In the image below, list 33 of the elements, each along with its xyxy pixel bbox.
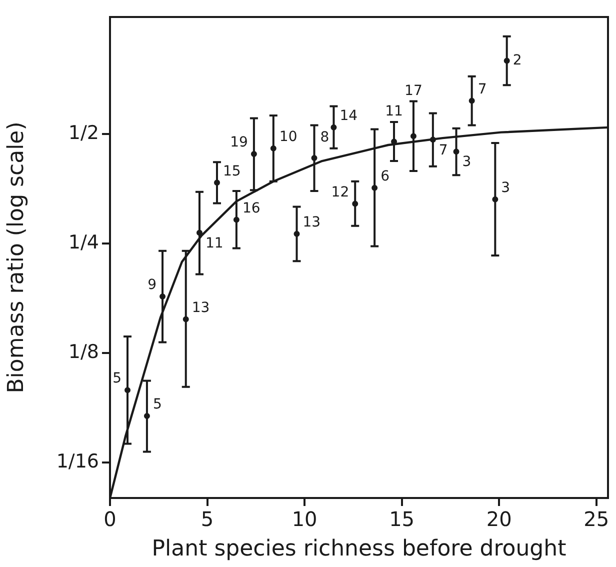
annotation: 7 (478, 81, 487, 98)
y-tick-label: 1/16 (56, 450, 99, 473)
annotation: 12 (331, 184, 350, 200)
annotation: 5 (112, 370, 122, 387)
annotation: 14 (340, 108, 358, 124)
annotation: 19 (230, 134, 248, 151)
annotation: 2 (512, 52, 522, 68)
annotation: 6 (380, 168, 390, 185)
annotation: 10 (279, 129, 298, 146)
y-tick-label: 1/2 (68, 122, 99, 144)
x-axis-title: Plant species richness before drought (152, 536, 567, 562)
annotation: 17 (404, 82, 422, 99)
annotation: 5 (152, 396, 162, 413)
annotation: 16 (242, 200, 260, 216)
x-tick-label: 0 (104, 507, 116, 532)
annotation: 8 (320, 130, 330, 146)
x-tick-label: 25 (584, 507, 610, 532)
annotation: 3 (462, 154, 472, 170)
x-tick-label: 15 (389, 507, 415, 532)
annotation: 7 (438, 142, 448, 158)
annotation: 11 (205, 235, 224, 252)
annotation: 15 (222, 163, 241, 180)
annotation: 3 (501, 180, 510, 196)
annotation: 13 (302, 214, 321, 231)
x-tick-label: 5 (200, 507, 214, 532)
y-tick-label: 1/4 (68, 232, 99, 254)
y-axis-title: Biomass ratio (log scale) (4, 122, 29, 394)
y-tick-label: 1/8 (68, 341, 99, 364)
annotation: 9 (148, 277, 157, 294)
annotation: 11 (385, 103, 403, 120)
x-tick-label: 10 (292, 507, 318, 532)
annotation: 13 (192, 300, 210, 316)
x-tick-label: 20 (486, 507, 512, 532)
